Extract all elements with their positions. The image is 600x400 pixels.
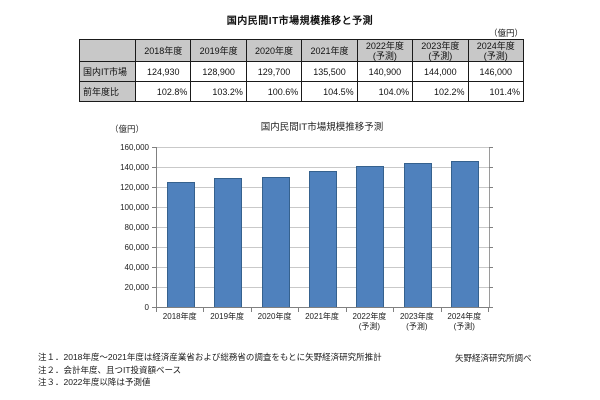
y-axis-tick-label: 80,000 [124, 223, 149, 232]
market-data-table: 2018年度 2019年度 2020年度 2021年度 2022年度 (予測) 2023年… [79, 39, 525, 102]
axis-tick [441, 308, 442, 312]
bar [309, 171, 337, 307]
chart-unit-label: （億円） [110, 124, 145, 134]
x-axis-tick-label: 2019年度 [210, 312, 245, 321]
axis-tick [203, 308, 204, 312]
table-row-label: 前年度比 [79, 81, 136, 102]
table-cell: 144,000 [412, 61, 469, 82]
table-row: 国内IT市場 124,930 128,900 129,700 135,500 140,90… [79, 61, 525, 82]
footnote: 注３．2022年度以降は予測値 [38, 377, 151, 387]
table-cell: 135,500 [301, 61, 358, 82]
table-corner-cell [79, 39, 136, 62]
chart-title: 国内民間IT市場規模推移予測 [260, 122, 384, 133]
y-axis-tick-label: 0 [144, 303, 149, 312]
gridline [157, 167, 489, 168]
axis-tick [251, 308, 252, 312]
axis-tick [393, 308, 394, 312]
axis-tick [489, 307, 493, 308]
gridline [157, 147, 489, 148]
y-axis-tick-label: 40,000 [124, 263, 149, 272]
table-cell: 103.2% [190, 81, 247, 102]
table-cell: 100.6% [245, 81, 303, 102]
table-column-header: 2023年度 (予測) [412, 39, 469, 62]
y-axis-tick-label: 120,000 [120, 183, 149, 192]
axis-tick [489, 147, 493, 148]
axis-tick [488, 308, 489, 312]
table-cell: 128,900 [190, 61, 247, 82]
table-cell: 102.2% [412, 81, 469, 102]
bar [214, 178, 242, 307]
axis-tick [152, 147, 156, 148]
table-column-header: 2019年度 [190, 39, 247, 62]
table-row: 前年度比 102.8% 103.2% 100.6% 104.5% 104.0% 102.2%… [79, 81, 525, 102]
y-axis-tick-label: 20,000 [124, 283, 149, 292]
table-cell: 146,000 [467, 61, 525, 82]
axis-tick [489, 267, 493, 268]
axis-tick [298, 308, 299, 312]
axis-tick [156, 308, 157, 312]
table-cell: 102.8% [134, 81, 192, 102]
y-axis-tick-label: 60,000 [124, 243, 149, 252]
table-cell: 104.0% [356, 81, 414, 102]
table-column-header: 2021年度 [301, 39, 358, 62]
x-axis-tick-label: 2020年度 [257, 312, 292, 321]
axis-tick [152, 207, 156, 208]
table-cell: 140,900 [356, 61, 414, 82]
axis-tick [489, 187, 493, 188]
table-cell: 129,700 [245, 61, 303, 82]
axis-tick [489, 167, 493, 168]
y-axis-tick-label: 140,000 [120, 163, 149, 172]
y-axis-tick-label: 100,000 [120, 203, 149, 212]
axis-tick [489, 247, 493, 248]
footnote: 注１．2018年度～2021年度は経済産業省および総務省の調査をもとに矢野経済研… [38, 352, 382, 362]
axis-tick [152, 247, 156, 248]
footnote: 注２．会計年度、且つIT投資額ベース [38, 364, 182, 375]
bar [262, 177, 290, 307]
table-column-header: 2022年度 (予測) [356, 39, 414, 62]
table-column-header: 2020年度 [245, 39, 303, 62]
bar [451, 161, 479, 307]
y-axis-tick-label: 160,000 [120, 143, 149, 152]
axis-tick [346, 308, 347, 312]
chart-plot-area [156, 147, 490, 308]
bar [356, 166, 384, 307]
x-axis-tick-label: 2018年度 [162, 312, 197, 321]
bar [167, 182, 195, 307]
x-axis-tick-label: 2022年度 (予測) [352, 312, 387, 331]
source-note: 矢野経済研究所調べ [455, 353, 532, 363]
table-cell: 101.4% [467, 81, 525, 102]
bar [404, 163, 432, 307]
axis-tick [152, 167, 156, 168]
table-cell: 124,930 [134, 61, 192, 82]
page-title: 国内民間IT市場規模推移と予測 [226, 16, 374, 27]
x-axis-tick-label: 2024年度 (予測) [447, 312, 482, 331]
axis-tick [152, 287, 156, 288]
axis-tick [152, 267, 156, 268]
table-header-row: 2018年度 2019年度 2020年度 2021年度 2022年度 (予測) 2023年… [79, 39, 525, 62]
x-axis-tick-label: 2021年度 [305, 312, 339, 321]
axis-tick [489, 287, 493, 288]
axis-tick [152, 307, 156, 308]
axis-tick [489, 227, 493, 228]
x-axis-tick-label: 2023年度 (予測) [399, 312, 434, 331]
table-row-label: 国内IT市場 [79, 61, 136, 82]
table-column-header: 2018年度 [134, 39, 192, 62]
axis-tick [152, 187, 156, 188]
table-cell: 104.5% [301, 81, 358, 102]
table-unit-label: （億円） [488, 28, 523, 38]
axis-tick [489, 207, 493, 208]
table-column-header: 2024年度 (予測) [467, 39, 525, 62]
axis-tick [152, 227, 156, 228]
